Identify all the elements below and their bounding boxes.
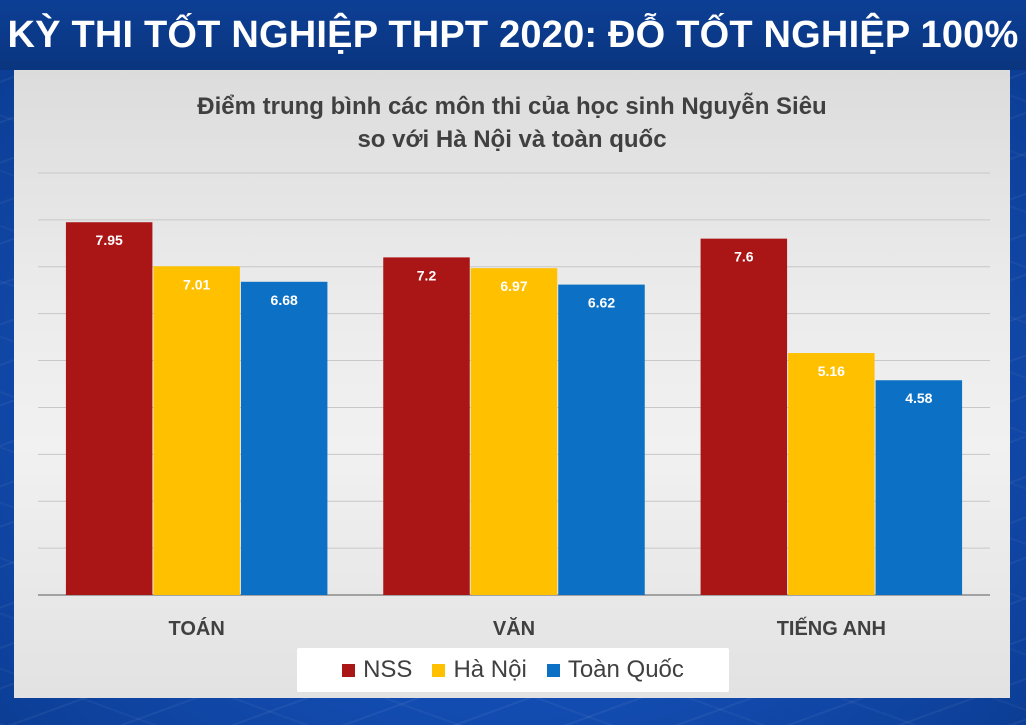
bar-nss-1 (383, 257, 470, 595)
header-banner: KỲ THI TỐT NGHIỆP THPT 2020: ĐỖ TỐT NGHI… (0, 0, 1026, 70)
bar-toàn-quốc-1 (558, 284, 645, 595)
chart-panel: Điểm trung bình các môn thi của học sinh… (14, 70, 1010, 698)
page-title: KỲ THI TỐT NGHIỆP THPT 2020: ĐỖ TỐT NGHI… (7, 13, 1019, 56)
category-label: VĂN (493, 617, 535, 640)
legend-item-toan-quoc: Toàn Quốc (546, 656, 684, 684)
legend-label-toan-quoc: Toàn Quốc (567, 656, 684, 683)
chart-title: Điểm trung bình các môn thi của học sinh… (14, 90, 1010, 156)
bar-nss-2 (700, 238, 788, 595)
data-label: 7.95 (96, 232, 123, 248)
chart-title-line-2: so với Hà Nội và toàn quốc (357, 126, 667, 153)
legend-item-nss: NSS (342, 656, 412, 684)
category-label: TOÁN (169, 617, 225, 640)
bar-hà-nội-2 (788, 353, 875, 595)
bar-nss-0 (65, 222, 153, 595)
data-label: 7.2 (417, 267, 437, 283)
legend-label-ha-noi: Hà Nội (453, 656, 527, 683)
legend-swatch-nss (342, 663, 356, 677)
bar-hà-nội-1 (470, 268, 558, 595)
legend-swatch-ha-noi (432, 663, 446, 677)
bar-chart: 7.95 7.01 6.68 7.2 6.97 6.62 7.6 5.16 4.58 TOÁN V… (38, 172, 990, 640)
category-label: TIẾNG ANH (777, 617, 886, 640)
bar-labels: 7.95 7.01 6.68 7.2 6.97 6.62 7.6 5.16 4.58 (96, 232, 933, 406)
data-label: 4.58 (905, 390, 932, 406)
data-label: 6.68 (271, 292, 298, 308)
chart-title-line-1: Điểm trung bình các môn thi của học sinh… (197, 93, 827, 120)
bar-toàn-quốc-0 (240, 281, 328, 595)
bar-toàn-quốc-2 (875, 380, 963, 595)
data-label: 7.01 (183, 276, 210, 292)
bar-hà-nội-0 (153, 266, 240, 595)
category-labels: TOÁN VĂN TIẾNG ANH (169, 617, 886, 640)
data-label: 7.6 (734, 249, 754, 265)
legend: NSS Hà Nội Toàn Quốc (297, 648, 729, 692)
data-label: 6.62 (588, 295, 615, 311)
legend-item-ha-noi: Hà Nội (432, 656, 527, 684)
data-label: 6.97 (500, 278, 527, 294)
data-label: 5.16 (818, 363, 845, 379)
bars (65, 222, 963, 595)
legend-label-nss: NSS (363, 656, 413, 683)
legend-swatch-toan-quoc (546, 663, 560, 677)
